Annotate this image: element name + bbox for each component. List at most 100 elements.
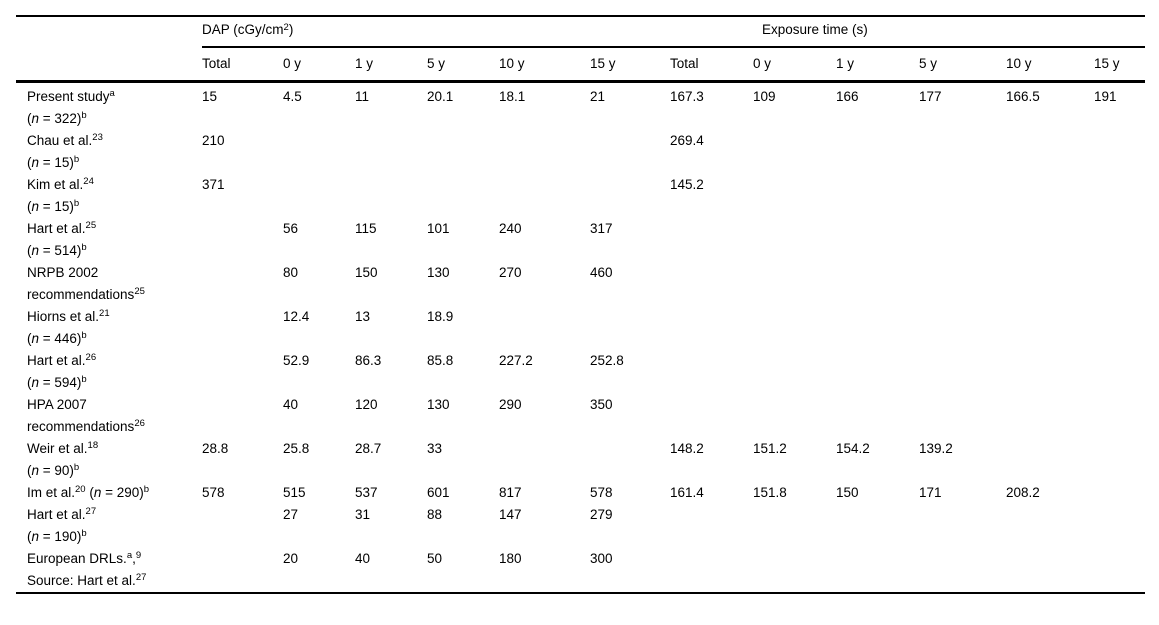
dap-value-cell: 601: [427, 484, 450, 500]
exposure-value-cell: [919, 504, 1006, 548]
dap-value-cell: [590, 174, 670, 218]
exposure-value-cell: [1094, 482, 1145, 504]
exposure-value-cell: [1094, 130, 1145, 174]
dap-value-cell: [202, 504, 283, 548]
exposure-value-cell: [1094, 306, 1145, 350]
dap-value-cell: [355, 130, 427, 174]
dap-value-cell: 33: [427, 440, 443, 456]
exposure-value-cell: 148.2: [670, 440, 704, 456]
row-label: NRPB 2002 recommendations25: [27, 264, 145, 302]
dap-value-cell: [202, 394, 283, 438]
dap-value-cell: 147: [499, 506, 522, 522]
table-row: Chau et al.23 (n = 15)b 210 269.4: [16, 130, 1145, 174]
column-header-empty: [16, 47, 202, 83]
exposure-value-cell: [670, 262, 753, 306]
exposure-value-cell: [1006, 218, 1094, 262]
dap-value-cell: 18.9: [427, 308, 454, 324]
group-header-row: DAP (cGy/cm2) Exposure time (s): [16, 16, 1146, 48]
row-label: Hiorns et al.21 (n = 446)b: [27, 308, 110, 346]
column-header-exp-15y: 15 y: [1094, 47, 1146, 83]
column-header-dap-15y: 15 y: [590, 47, 670, 83]
table-row: HPA 2007 recommendations26 40 120 130 290 350: [16, 394, 1145, 438]
exposure-value-cell: 150: [836, 484, 859, 500]
table-row: Hart et al.26 (n = 594)b 52.9 86.3 85.8 227.2…: [16, 350, 1145, 394]
exposure-value-cell: [1094, 504, 1145, 548]
exposure-value-cell: [919, 350, 1006, 394]
dap-value-cell: 20.1: [427, 88, 454, 104]
dap-value-cell: 120: [355, 396, 378, 412]
table-row: Hart et al.27 (n = 190)b 27 31 88 147 279: [16, 504, 1145, 548]
column-header-exp-5y: 5 y: [919, 47, 1006, 83]
dap-value-cell: 15: [202, 88, 218, 104]
exposure-value-cell: 139.2: [919, 440, 953, 456]
dap-value-cell: [202, 262, 283, 306]
exposure-value-cell: [670, 306, 753, 350]
dap-value-cell: 130: [427, 264, 450, 280]
dap-value-cell: 252.8: [590, 352, 624, 368]
table-body: Present studya (n = 322)b 15 4.5 11 20.1 18.1 2…: [16, 81, 1145, 593]
exposure-value-cell: [753, 504, 836, 548]
dap-value-cell: 18.1: [499, 88, 526, 104]
dap-value-cell: [202, 548, 283, 593]
dap-value-cell: 101: [427, 220, 450, 236]
dap-value-cell: 515: [283, 484, 306, 500]
exposure-value-cell: [919, 130, 1006, 174]
group-header-exposure-time: Exposure time (s): [670, 16, 1146, 48]
dap-value-cell: 460: [590, 264, 613, 280]
row-label: Hart et al.26 (n = 594)b: [27, 352, 97, 390]
dap-value-cell: 28.7: [355, 440, 382, 456]
exposure-value-cell: [1006, 548, 1094, 593]
row-label: Chau et al.23 (n = 15)b: [27, 132, 103, 170]
column-header-dap-5y: 5 y: [427, 47, 499, 83]
exposure-value-cell: [670, 350, 753, 394]
dap-value-cell: 85.8: [427, 352, 454, 368]
dap-value-cell: [427, 174, 499, 218]
exposure-value-cell: 208.2: [1006, 484, 1040, 500]
exposure-value-cell: [670, 504, 753, 548]
exposure-value-cell: [919, 262, 1006, 306]
dap-value-cell: [427, 130, 499, 174]
dap-value-cell: [202, 218, 283, 262]
exposure-value-cell: [753, 262, 836, 306]
exposure-value-cell: [836, 218, 919, 262]
exposure-value-cell: 166.5: [1006, 88, 1040, 104]
table-row: Hart et al.25 (n = 514)b 56 115 101 240 317: [16, 218, 1145, 262]
exposure-value-cell: [919, 218, 1006, 262]
table-row: NRPB 2002 recommendations25 80 150 130 270 460: [16, 262, 1145, 306]
table-row: European DRLs.a,9 Source: Hart et al.27 20…: [16, 548, 1145, 593]
exposure-value-cell: [1006, 504, 1094, 548]
exposure-value-cell: [1006, 394, 1094, 438]
row-label: Present studya (n = 322)b: [27, 88, 115, 126]
exposure-value-cell: [1006, 438, 1094, 482]
exposure-value-cell: [836, 350, 919, 394]
dap-value-cell: 50: [427, 550, 443, 566]
row-label: Kim et al.24 (n = 15)b: [27, 176, 94, 214]
exposure-value-cell: [1094, 350, 1145, 394]
dap-value-cell: 40: [283, 396, 299, 412]
dap-value-cell: 300: [590, 550, 613, 566]
dap-value-cell: [499, 130, 590, 174]
dap-value-cell: 40: [355, 550, 371, 566]
exposure-value-cell: [836, 394, 919, 438]
exposure-value-cell: 109: [753, 88, 776, 104]
dap-value-cell: [590, 438, 670, 482]
dap-value-cell: 13: [355, 308, 371, 324]
dap-value-cell: [202, 306, 283, 350]
exposure-value-cell: [1094, 174, 1145, 218]
column-header-dap-10y: 10 y: [499, 47, 590, 83]
exposure-value-cell: 269.4: [670, 132, 704, 148]
exposure-value-cell: 177: [919, 88, 942, 104]
exposure-value-cell: 151.8: [753, 484, 787, 500]
exposure-value-cell: 166: [836, 88, 859, 104]
dap-value-cell: 11: [355, 88, 370, 104]
dap-value-cell: 350: [590, 396, 613, 412]
dap-value-cell: 27: [283, 506, 299, 522]
dap-value-cell: 4.5: [283, 88, 302, 104]
exposure-value-cell: 167.3: [670, 88, 704, 104]
exposure-value-cell: [836, 130, 919, 174]
row-label: HPA 2007 recommendations26: [27, 396, 145, 434]
dap-value-cell: [499, 174, 590, 218]
column-header-exp-total: Total: [670, 47, 753, 83]
exposure-value-cell: [670, 218, 753, 262]
exposure-value-cell: [1006, 306, 1094, 350]
